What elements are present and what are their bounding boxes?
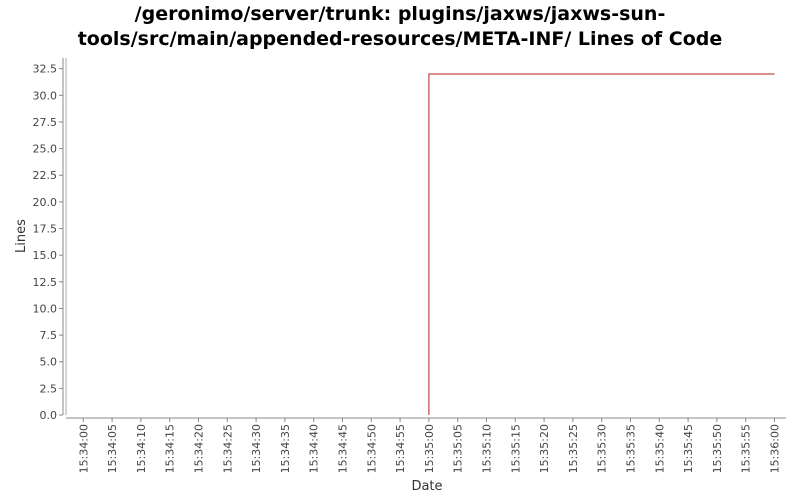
y-axis-label: Lines <box>14 219 29 253</box>
y-tick-label: 5.0 <box>40 356 58 369</box>
plot-area <box>66 58 786 415</box>
x-tick-label: 15:35:35 <box>624 424 637 473</box>
x-tick-label: 15:34:45 <box>336 424 349 473</box>
y-tick-label: 7.5 <box>40 329 58 342</box>
x-tick-label: 15:34:05 <box>106 424 119 473</box>
y-axis-ticks: 0.0 2.5 5.0 7.5 10.0 12.5 15.0 17.5 20.0 22.5 25.0… <box>33 63 63 422</box>
y-tick-label: 12.5 <box>33 276 58 289</box>
x-tick-label: 15:35:45 <box>682 424 695 473</box>
y-tick-label: 20.0 <box>33 196 58 209</box>
x-tick-label: 15:34:40 <box>308 424 321 473</box>
x-tick-label: 15:35:30 <box>596 424 609 473</box>
chart-title: /geronimo/server/trunk: plugins/jaxws/ja… <box>0 2 800 52</box>
x-tick-label: 15:35:40 <box>653 424 666 473</box>
x-tick-label: 15:34:10 <box>135 424 148 473</box>
y-tick-label: 15.0 <box>33 249 58 262</box>
x-tick-label: 15:35:10 <box>480 424 493 473</box>
x-tick-label: 15:35:55 <box>740 424 753 473</box>
x-tick-label: 15:35:15 <box>509 424 522 473</box>
x-tick-label: 15:34:25 <box>221 424 234 473</box>
x-tick-label: 15:35:25 <box>567 424 580 473</box>
x-tick-label: 15:34:30 <box>250 424 263 473</box>
chart-title-line-1: /geronimo/server/trunk: plugins/jaxws/ja… <box>134 3 666 25</box>
y-tick-label: 27.5 <box>33 116 58 129</box>
x-tick-label: 15:34:35 <box>279 424 292 473</box>
y-tick-label: 10.0 <box>33 302 58 315</box>
x-tick-label: 15:36:00 <box>768 424 781 473</box>
x-tick-label: 15:34:55 <box>394 424 407 473</box>
y-tick-label: 17.5 <box>33 223 58 236</box>
x-tick-label: 15:34:15 <box>164 424 177 473</box>
x-tick-label: 15:34:00 <box>77 424 90 473</box>
x-tick-label: 15:35:05 <box>452 424 465 473</box>
x-axis-label: Date <box>411 479 442 494</box>
series-line <box>428 73 775 415</box>
y-tick-label: 32.5 <box>33 63 58 76</box>
series-group <box>428 73 775 415</box>
x-axis-ticks: 15:34:00 15:34:05 15:34:10 15:34:15 15:34:20… <box>77 418 781 473</box>
y-tick-label: 22.5 <box>33 169 58 182</box>
x-tick-label: 15:35:00 <box>423 424 436 473</box>
y-tick-label: 25.0 <box>33 143 58 156</box>
chart-title-line-2: tools/src/main/appended-resources/META-I… <box>77 28 723 50</box>
y-tick-label: 30.0 <box>33 89 58 102</box>
y-tick-label: 0.0 <box>40 409 58 422</box>
x-tick-label: 15:34:20 <box>192 424 205 473</box>
y-tick-label: 2.5 <box>40 382 58 395</box>
x-tick-label: 15:34:50 <box>365 424 378 473</box>
x-tick-label: 15:35:20 <box>538 424 551 473</box>
x-tick-label: 15:35:50 <box>711 424 724 473</box>
